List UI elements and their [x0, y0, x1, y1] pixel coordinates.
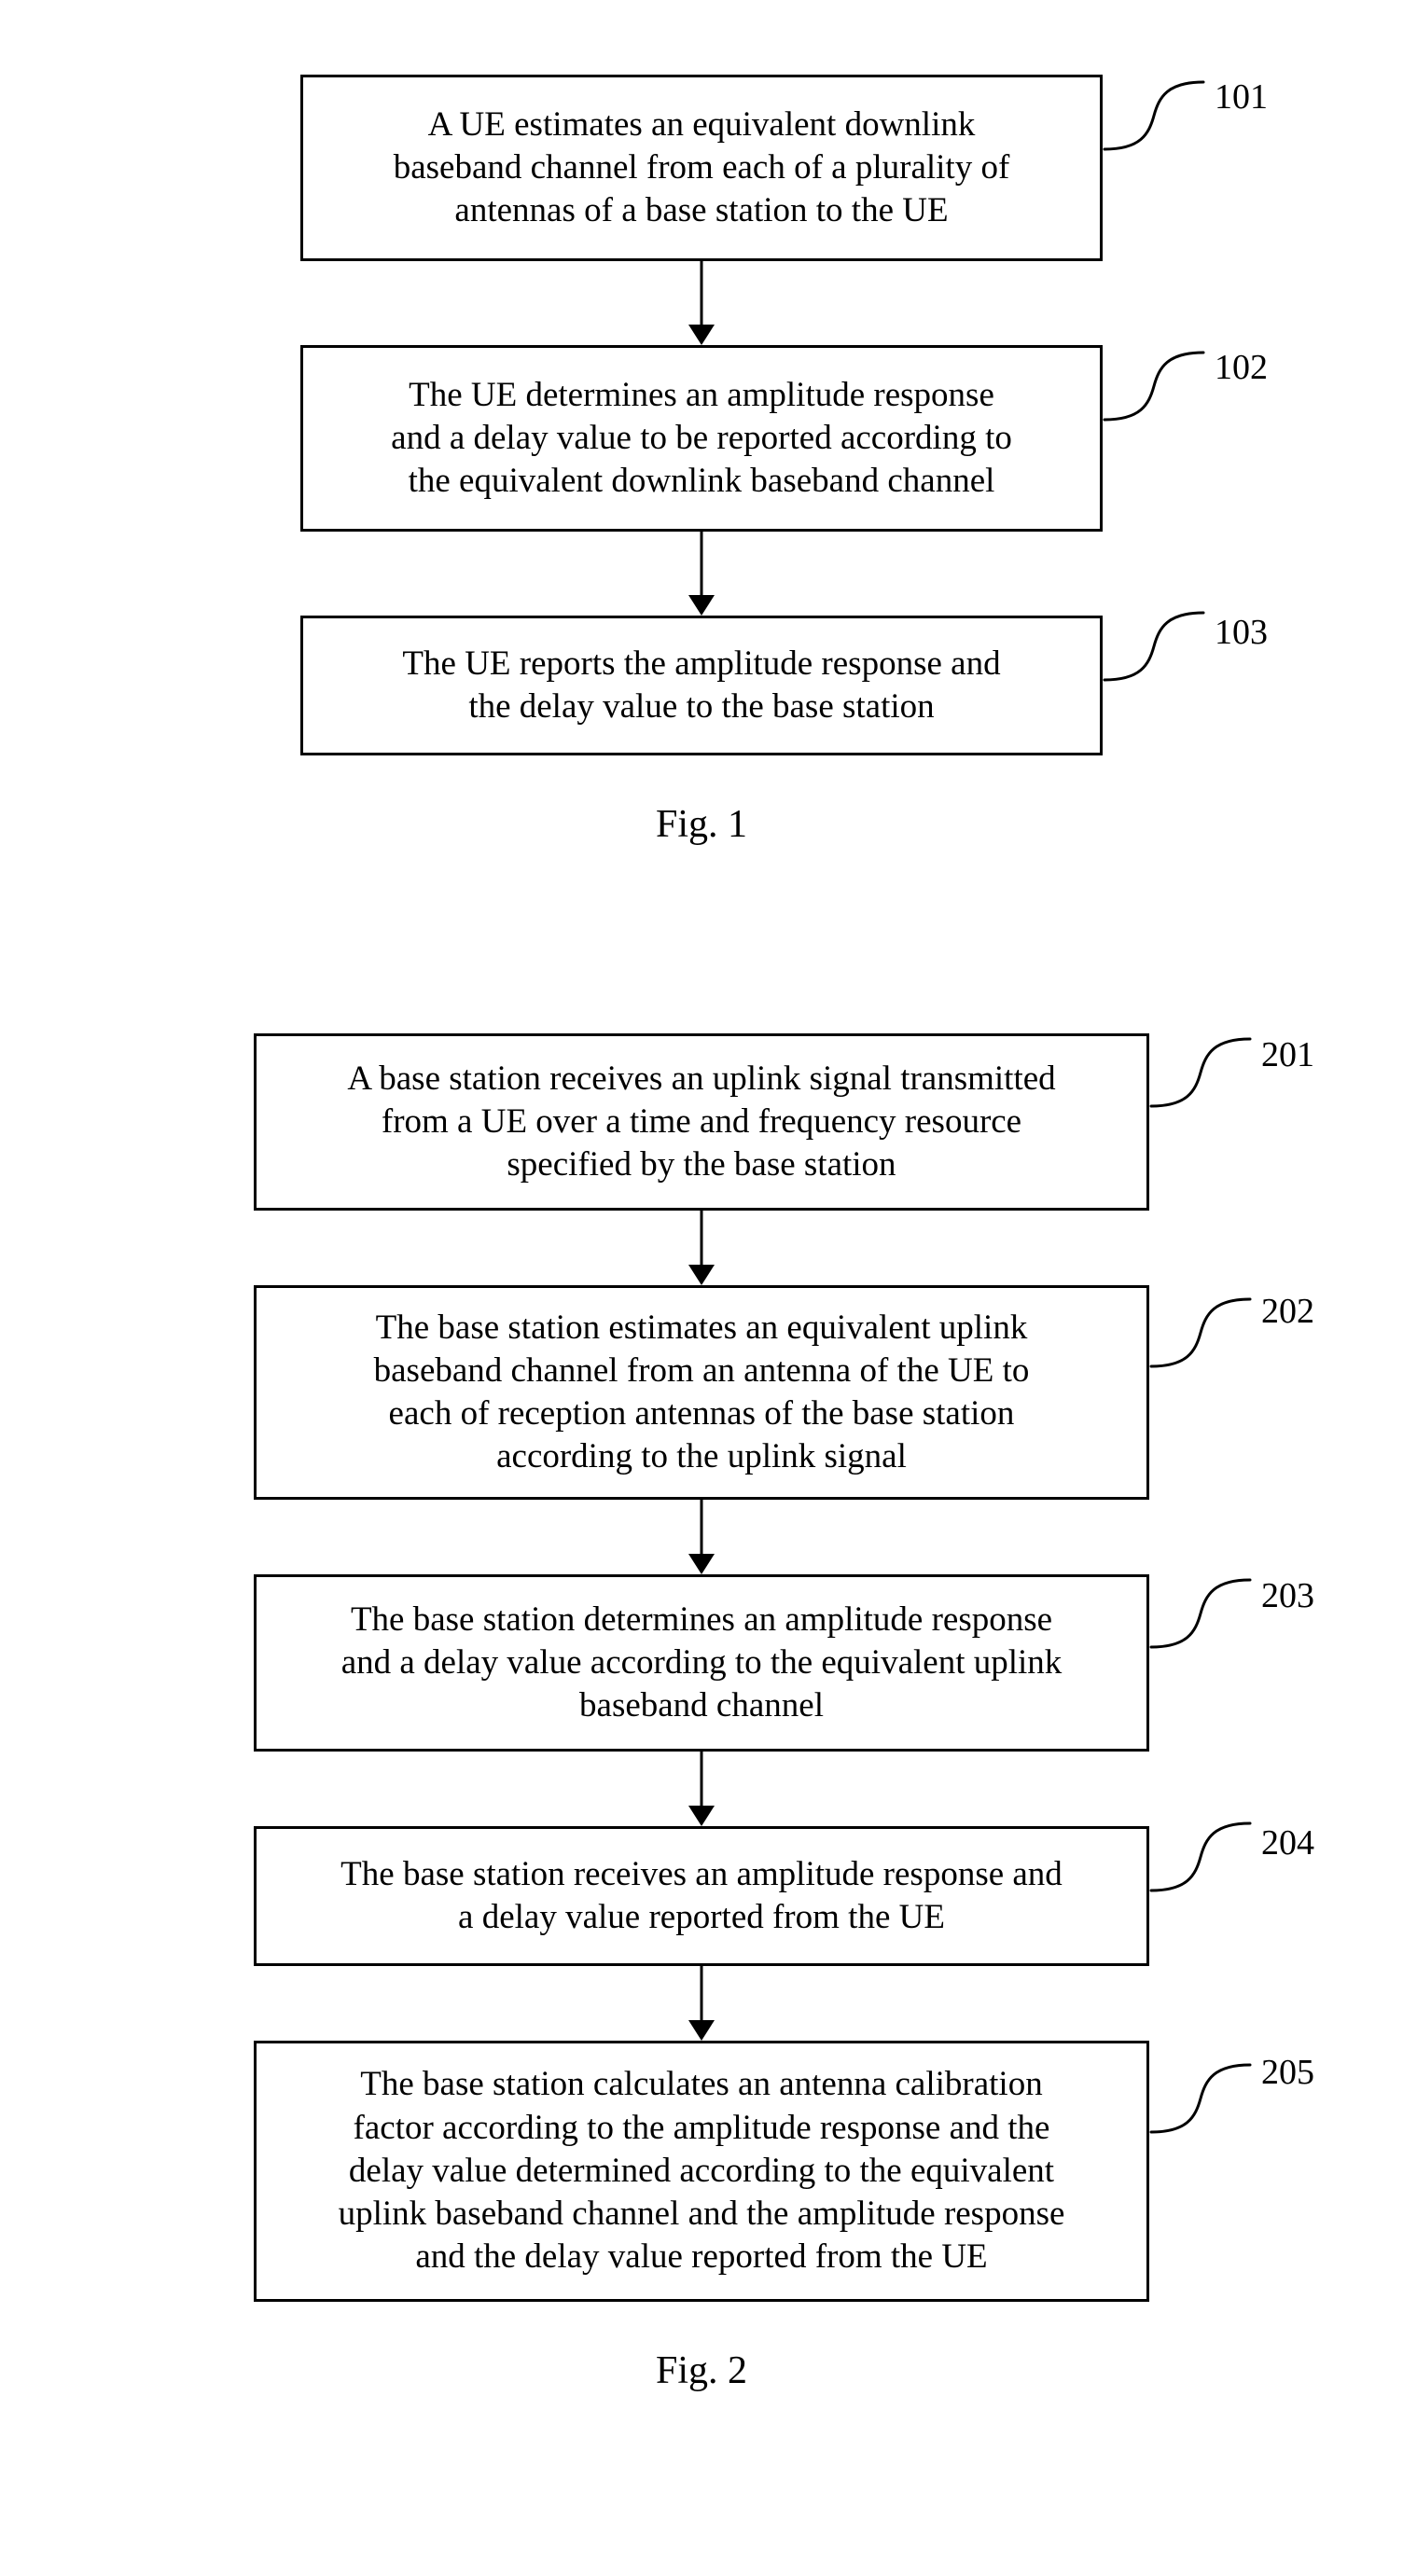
flow-step-box: The base station determines an amplitude… — [254, 1574, 1149, 1752]
flow-step-row: The base station receives an amplitude r… — [0, 1826, 1403, 1966]
figure-2: A base station receives an uplink signal… — [0, 1033, 1403, 2393]
flow-step-row: The base station estimates an equivalent… — [0, 1285, 1403, 1500]
figure-caption: Fig. 1 — [656, 802, 747, 847]
flow-step-row: A base station receives an uplink signal… — [0, 1033, 1403, 1211]
step-label: 204 — [1261, 1822, 1314, 1863]
flow-step-text: A base station receives an uplink signal… — [347, 1058, 1055, 1187]
step-label: 201 — [1261, 1034, 1314, 1075]
step-label: 102 — [1215, 347, 1268, 388]
flow-step-box: The UE determines an amplitude response … — [300, 345, 1103, 532]
flow-step-box: The base station estimates an equivalent… — [254, 1285, 1149, 1500]
figure-caption: Fig. 2 — [656, 2348, 747, 2393]
page-root: A UE estimates an equivalent downlink ba… — [0, 0, 1403, 2449]
flow-step-box: The base station calculates an antenna c… — [254, 2041, 1149, 2302]
step-label: 103 — [1215, 612, 1268, 653]
flow-step-box: A UE estimates an equivalent downlink ba… — [300, 75, 1103, 261]
flow-step-text: A UE estimates an equivalent downlink ba… — [394, 104, 1010, 233]
flow-arrow — [683, 1966, 720, 2041]
flow-step-row: The base station determines an amplitude… — [0, 1574, 1403, 1752]
step-label: 101 — [1215, 76, 1268, 118]
flow-step-box: The base station receives an amplitude r… — [254, 1826, 1149, 1966]
step-label: 203 — [1261, 1575, 1314, 1616]
flow-step-row: The UE reports the amplitude response an… — [0, 616, 1403, 755]
label-connector — [1149, 1295, 1252, 1370]
flow-step-box: A base station receives an uplink signal… — [254, 1033, 1149, 1211]
label-connector — [1103, 349, 1205, 423]
label-connector — [1149, 1035, 1252, 1110]
flow-step-text: The base station estimates an equivalent… — [374, 1307, 1030, 1479]
flow-step-text: The UE determines an amplitude response … — [391, 374, 1012, 504]
step-label: 205 — [1261, 2052, 1314, 2093]
label-connector — [1149, 1576, 1252, 1651]
flow-arrow — [683, 1500, 720, 1574]
label-connector — [1103, 78, 1205, 153]
flow-arrow — [683, 532, 720, 616]
label-connector — [1103, 609, 1205, 684]
flow-step-row: The UE determines an amplitude response … — [0, 345, 1403, 532]
flow-step-text: The base station determines an amplitude… — [341, 1599, 1063, 1728]
flow-step-row: A UE estimates an equivalent downlink ba… — [0, 75, 1403, 261]
flow-step-box: The UE reports the amplitude response an… — [300, 616, 1103, 755]
label-connector — [1149, 1820, 1252, 1894]
flow-step-row: The base station calculates an antenna c… — [0, 2041, 1403, 2302]
flow-arrow — [683, 261, 720, 345]
step-label: 202 — [1261, 1291, 1314, 1332]
flow-step-text: The base station receives an amplitude r… — [340, 1853, 1063, 1940]
flow-arrow — [683, 1211, 720, 1285]
flow-arrow — [683, 1752, 720, 1826]
figure-1: A UE estimates an equivalent downlink ba… — [0, 75, 1403, 847]
flow-step-text: The base station calculates an antenna c… — [339, 2063, 1065, 2278]
flow-step-text: The UE reports the amplitude response an… — [402, 643, 1000, 729]
label-connector — [1149, 2061, 1252, 2136]
